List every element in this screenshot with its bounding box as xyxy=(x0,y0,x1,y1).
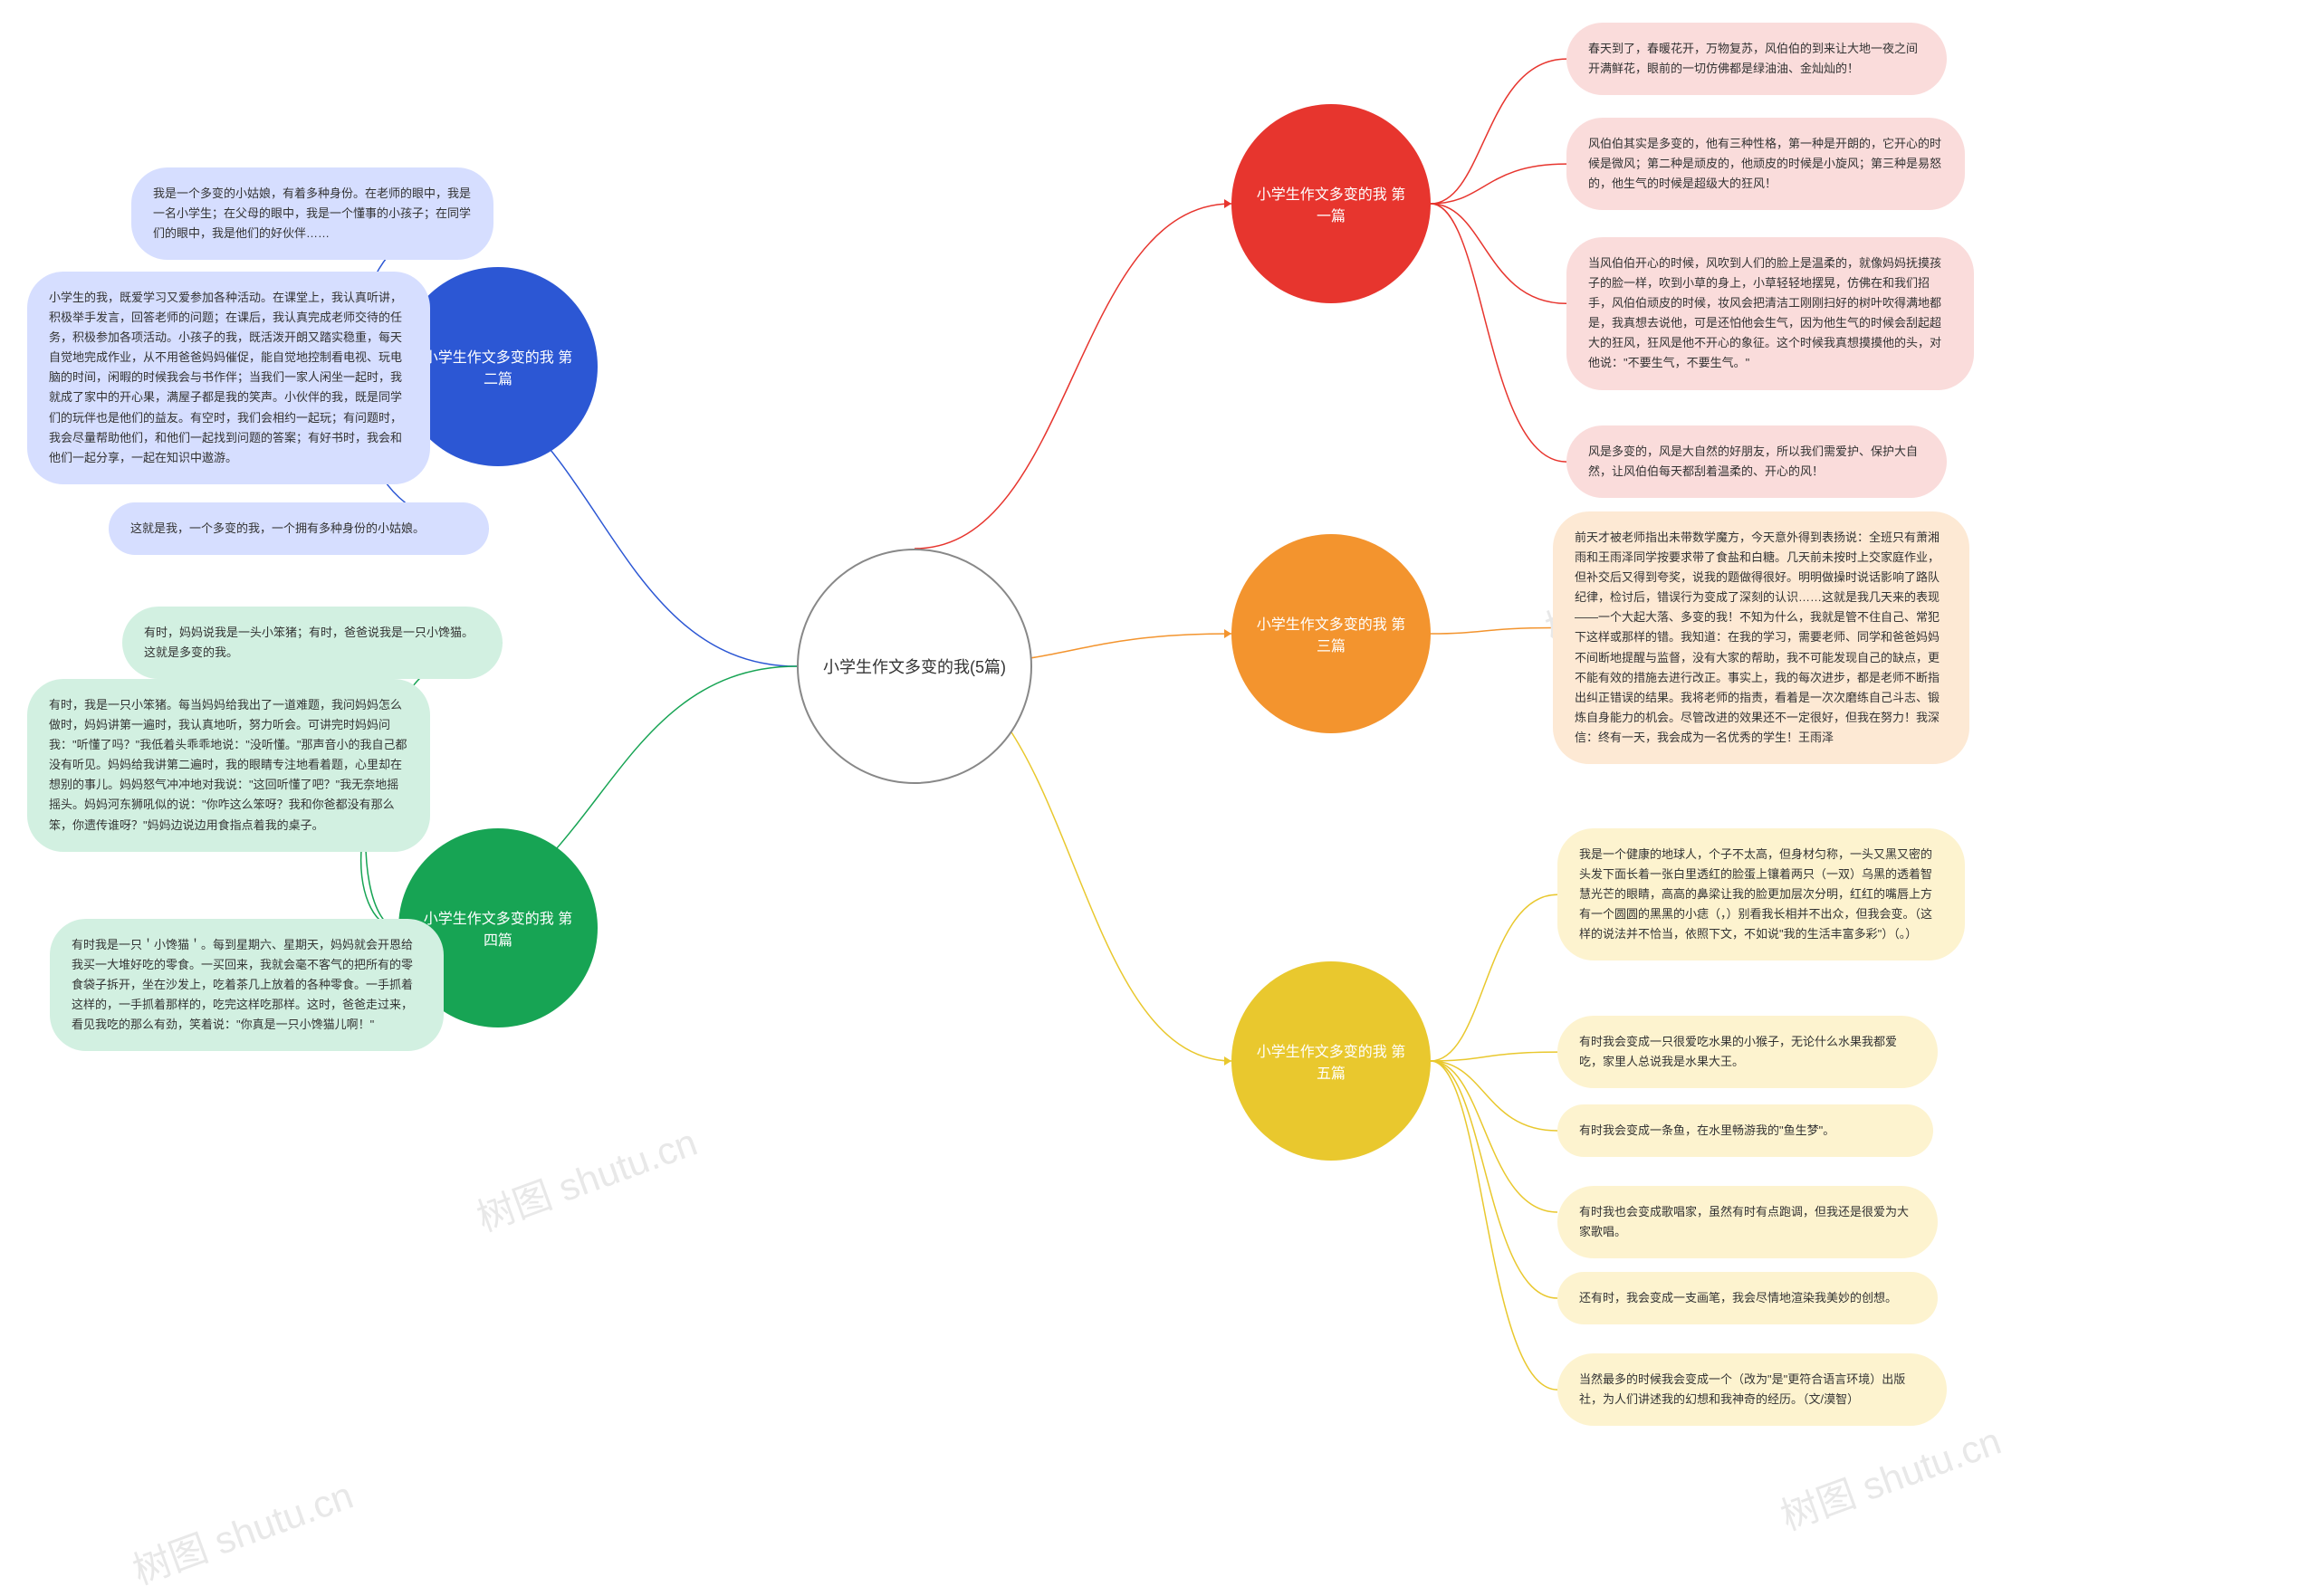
leaf-node: 有时，我是一只小笨猪。每当妈妈给我出了一道难题，我问妈妈怎么做时，妈妈讲第一遍时… xyxy=(27,679,430,852)
leaf-node: 风是多变的，风是大自然的好朋友，所以我们需爱护、保护大自然，让风伯伯每天都刮着温… xyxy=(1566,425,1947,498)
leaf-node: 当然最多的时候我会变成一个（改为"是"更符合语言环境）出版社，为人们讲述我的幻想… xyxy=(1557,1353,1947,1426)
leaf-node: 风伯伯其实是多变的，他有三种性格，第一种是开朗的，它开心的时候是微风；第二种是顽… xyxy=(1566,118,1965,210)
leaf-node: 前天才被老师指出未带数学魔方，今天意外得到表扬说：全班只有萧湘雨和王雨泽同学按要… xyxy=(1553,511,1969,764)
leaf-node: 小学生的我，既爱学习又爱参加各种活动。在课堂上，我认真听讲，积极举手发言，回答老… xyxy=(27,272,430,484)
leaf-node: 我是一个健康的地球人，个子不太高，但身材匀称，一头又黑又密的头发下面长着一张白里… xyxy=(1557,828,1965,960)
leaf-node: 有时，妈妈说我是一头小笨猪；有时，爸爸说我是一只小馋猫。这就是多变的我。 xyxy=(122,607,503,679)
topic-node: 小学生作文多变的我 第一篇 xyxy=(1231,104,1431,303)
leaf-node: 春天到了，春暖花开，万物复苏，风伯伯的到来让大地一夜之间开满鲜花，眼前的一切仿佛… xyxy=(1566,23,1947,95)
leaf-node: 还有时，我会变成一支画笔，我会尽情地渲染我美妙的创想。 xyxy=(1557,1272,1938,1324)
leaf-node: 当风伯伯开心的时候，风吹到人们的脸上是温柔的，就像妈妈抚摸孩子的脸一样，吹到小草… xyxy=(1566,237,1974,390)
leaf-node: 有时我也会变成歌唱家，虽然有时有点跑调，但我还是很爱为大家歌唱。 xyxy=(1557,1186,1938,1258)
watermark: 树图 shutu.cn xyxy=(124,1465,359,1595)
watermark: 树图 shutu.cn xyxy=(1772,1410,2007,1541)
leaf-node: 有时我是一只＇小馋猫＇。每到星期六、星期天，妈妈就会开恩给我买一大堆好吃的零食。… xyxy=(50,919,444,1051)
leaf-node: 我是一个多变的小姑娘，有着多种身份。在老师的眼中，我是一名小学生；在父母的眼中，… xyxy=(131,167,493,260)
center-node: 小学生作文多变的我(5篇) xyxy=(797,549,1032,784)
leaf-node: 有时我会变成一只很爱吃水果的小猴子，无论什么水果我都爱吃，家里人总说我是水果大王… xyxy=(1557,1016,1938,1088)
topic-node: 小学生作文多变的我 第五篇 xyxy=(1231,961,1431,1161)
watermark: 树图 shutu.cn xyxy=(468,1112,704,1242)
topic-node: 小学生作文多变的我 第三篇 xyxy=(1231,534,1431,733)
leaf-node: 这就是我，一个多变的我，一个拥有多种身份的小姑娘。 xyxy=(109,502,489,555)
leaf-node: 有时我会变成一条鱼，在水里畅游我的"鱼生梦"。 xyxy=(1557,1104,1933,1157)
